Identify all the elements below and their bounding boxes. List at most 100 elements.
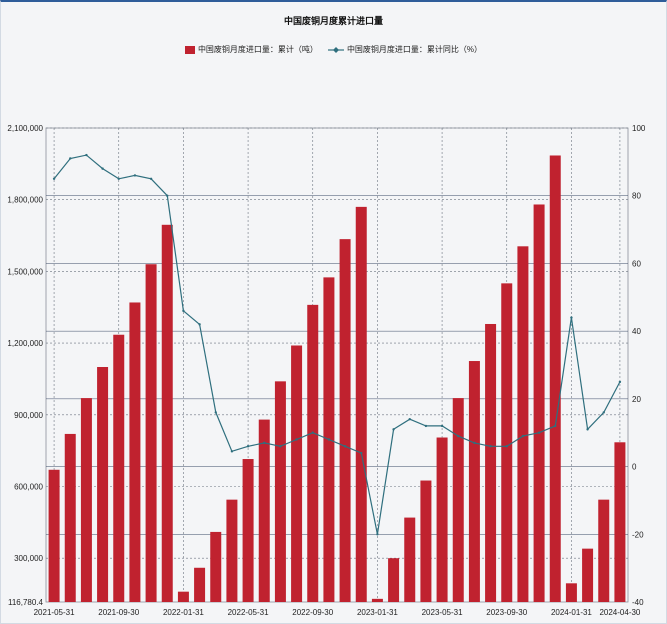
yoy-point bbox=[602, 411, 605, 414]
yoy-point bbox=[521, 434, 525, 438]
yoy-point bbox=[537, 431, 541, 434]
y-left-tick-label: 1,800,000 bbox=[7, 196, 43, 205]
bar bbox=[582, 548, 594, 602]
bar bbox=[614, 442, 626, 602]
y-right-tick-label: -40 bbox=[632, 598, 644, 607]
y-left-tick-label: 600,000 bbox=[14, 483, 43, 492]
bar bbox=[371, 598, 383, 602]
yoy-point bbox=[101, 167, 104, 170]
bar bbox=[274, 381, 286, 602]
bar bbox=[436, 437, 448, 602]
y-left-tick-label: 2,100,000 bbox=[7, 124, 43, 133]
y-right-tick-label: 20 bbox=[632, 395, 641, 404]
x-tick-label: 2023-01-31 bbox=[357, 608, 398, 617]
bar bbox=[533, 204, 545, 602]
bar bbox=[80, 398, 92, 602]
bar bbox=[242, 459, 254, 602]
bar bbox=[210, 531, 222, 602]
yoy-point bbox=[489, 445, 492, 448]
bar bbox=[565, 583, 577, 602]
chart-legend: 中国废铜月度进口量：累计（吨） 中国废铜月度进口量：累计同比（%） bbox=[0, 44, 667, 55]
yoy-point bbox=[311, 431, 314, 434]
y-right-tick-label: -20 bbox=[632, 530, 644, 539]
bar bbox=[339, 239, 351, 603]
yoy-point bbox=[408, 417, 411, 421]
yoy-point bbox=[392, 428, 395, 431]
bar bbox=[177, 591, 189, 602]
bar bbox=[97, 367, 109, 602]
bar bbox=[291, 345, 303, 602]
yoy-point bbox=[586, 428, 589, 431]
bar bbox=[161, 224, 173, 602]
bar bbox=[113, 334, 125, 602]
yoy-point bbox=[263, 441, 266, 445]
yoy-point bbox=[149, 177, 153, 180]
yoy-point bbox=[133, 174, 137, 177]
legend-label-line-series: 中国废铜月度进口量：累计同比（%） bbox=[346, 45, 483, 54]
y-left-tick-label: 300,000 bbox=[14, 554, 43, 563]
yoy-point bbox=[424, 424, 428, 428]
yoy-point bbox=[117, 177, 120, 180]
yoy-point bbox=[360, 451, 363, 455]
yoy-point bbox=[182, 309, 185, 313]
yoy-point bbox=[473, 441, 476, 445]
yoy-point bbox=[343, 445, 347, 448]
yoy-point bbox=[505, 445, 508, 448]
legend-label-bar-series: 中国废铜月度进口量：累计（吨） bbox=[197, 45, 318, 54]
bar bbox=[258, 419, 270, 602]
line-marker-icon bbox=[327, 46, 344, 53]
bar bbox=[517, 246, 529, 602]
x-tick-label: 2021-05-31 bbox=[34, 608, 75, 617]
yoy-point bbox=[85, 153, 88, 157]
x-tick-label: 2024-04-30 bbox=[599, 608, 640, 617]
bar bbox=[485, 323, 497, 602]
x-tick-label: 2024-01-31 bbox=[551, 608, 592, 617]
yoy-point bbox=[327, 438, 331, 441]
bar-swatch-icon bbox=[184, 45, 195, 54]
yoy-point bbox=[52, 177, 56, 180]
x-tick-label: 2023-09-30 bbox=[486, 608, 527, 617]
bar bbox=[194, 567, 206, 602]
bar bbox=[307, 304, 319, 602]
y-right-tick-label: 100 bbox=[632, 124, 646, 133]
yoy-point bbox=[376, 533, 379, 536]
y-right-tick-label: 40 bbox=[632, 327, 641, 336]
bar bbox=[404, 517, 416, 602]
bar bbox=[226, 499, 238, 602]
y-left-tick-label: 116,780.4 bbox=[8, 598, 44, 607]
bar bbox=[355, 206, 367, 602]
bar bbox=[452, 398, 464, 602]
yoy-line bbox=[53, 154, 621, 535]
y-left-tick-label: 1,200,000 bbox=[7, 339, 43, 348]
x-tick-label: 2022-05-31 bbox=[228, 608, 269, 617]
x-tick-label: 2022-09-30 bbox=[292, 608, 333, 617]
legend-item-bar-series[interactable]: 中国废铜月度进口量：累计（吨） bbox=[184, 44, 318, 55]
yoy-point bbox=[230, 450, 234, 453]
chart-title: 中国废铜月度累计进口量 bbox=[283, 16, 383, 26]
x-tick-label: 2021-09-30 bbox=[98, 608, 139, 617]
yoy-point bbox=[279, 445, 282, 448]
yoy-point bbox=[198, 323, 201, 326]
yoy-point bbox=[457, 434, 460, 438]
bar bbox=[388, 558, 400, 602]
y-right-tick-label: 60 bbox=[632, 259, 641, 268]
yoy-point bbox=[440, 424, 444, 428]
bar bbox=[468, 361, 480, 602]
y-right-tick-label: 80 bbox=[632, 192, 641, 201]
plot-border bbox=[45, 127, 629, 603]
bar bbox=[129, 302, 141, 602]
yoy-point bbox=[246, 445, 250, 448]
yoy-point bbox=[214, 411, 217, 414]
bar bbox=[501, 283, 513, 602]
y-left-tick-label: 900,000 bbox=[14, 411, 43, 420]
yoy-point bbox=[618, 380, 622, 384]
yoy-point bbox=[69, 157, 72, 160]
x-tick-label: 2023-05-31 bbox=[422, 608, 463, 617]
bar bbox=[420, 480, 432, 602]
y-right-tick-label: 0 bbox=[632, 463, 637, 472]
bar bbox=[48, 469, 60, 602]
x-tick-label: 2022-01-31 bbox=[163, 608, 204, 617]
legend-item-line-series[interactable]: 中国废铜月度进口量：累计同比（%） bbox=[327, 44, 483, 55]
yoy-point bbox=[295, 438, 298, 441]
